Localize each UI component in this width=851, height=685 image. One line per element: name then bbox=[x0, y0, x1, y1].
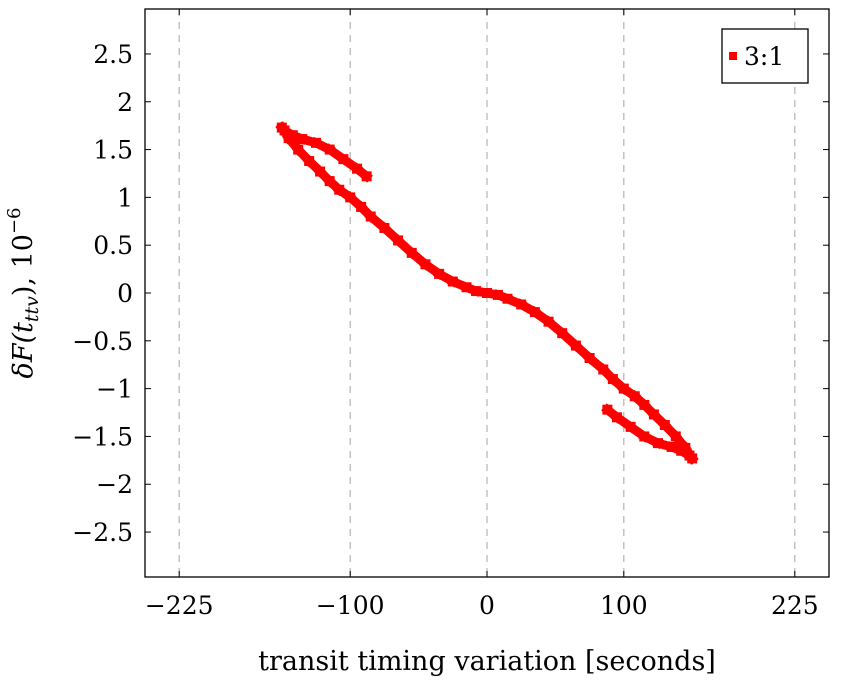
grid-lines bbox=[178, 9, 796, 577]
data-point bbox=[447, 276, 458, 287]
y-tick-label: −2 bbox=[96, 470, 133, 499]
data-point bbox=[361, 171, 372, 182]
data-point bbox=[461, 282, 472, 293]
data-point bbox=[684, 450, 695, 461]
data-point bbox=[324, 144, 335, 155]
data-point bbox=[283, 133, 294, 144]
y-tick-label: 2.5 bbox=[93, 40, 133, 69]
data-point bbox=[625, 421, 636, 432]
y-tick-label: −1.5 bbox=[72, 422, 133, 451]
data-point bbox=[379, 222, 390, 233]
data-point bbox=[492, 289, 503, 300]
y-axis-title-close: ), 10 bbox=[8, 234, 39, 296]
data-point bbox=[618, 383, 629, 394]
data-point bbox=[666, 441, 677, 452]
data-point bbox=[304, 156, 315, 167]
y-tick-label: 2 bbox=[117, 88, 133, 117]
y-axis-title-exponent: −6 bbox=[4, 208, 25, 235]
data-point bbox=[653, 438, 663, 449]
y-axis-title: δF(tttv), 10−6 bbox=[4, 208, 43, 379]
y-tick-label: 0 bbox=[117, 279, 133, 308]
data-point bbox=[648, 409, 659, 420]
data-point bbox=[471, 286, 482, 297]
data-point bbox=[315, 166, 326, 177]
data-point bbox=[276, 122, 287, 133]
data-point bbox=[502, 293, 513, 304]
data-point bbox=[516, 299, 527, 310]
legend: 3:1 bbox=[721, 28, 809, 84]
y-tick-label: −0.5 bbox=[72, 327, 133, 356]
x-axis-title: transit timing variation [seconds] bbox=[258, 646, 716, 677]
data-point bbox=[434, 268, 445, 279]
data-point bbox=[293, 144, 304, 155]
data-point bbox=[670, 431, 681, 442]
y-tick-label: 1 bbox=[117, 183, 133, 212]
data-point bbox=[482, 288, 492, 298]
data-point bbox=[529, 307, 540, 318]
x-tick-label: −225 bbox=[145, 591, 214, 620]
legend-label: 3:1 bbox=[744, 42, 784, 71]
y-tick-label: −2.5 bbox=[72, 518, 133, 547]
tick-marks bbox=[145, 9, 829, 577]
data-point bbox=[543, 316, 554, 327]
data-point bbox=[639, 431, 650, 442]
data-point bbox=[393, 235, 404, 246]
legend-marker bbox=[729, 52, 737, 60]
data-point bbox=[352, 163, 363, 174]
data-point bbox=[356, 201, 367, 212]
y-tick-labels: −2.5 −2 −1.5 −1 −0.5 0 0.5 1 1.5 2 2.5 bbox=[72, 40, 133, 547]
data-point bbox=[659, 419, 670, 430]
data-point bbox=[602, 404, 613, 415]
data-point bbox=[297, 134, 308, 145]
x-tick-label: 225 bbox=[771, 591, 819, 620]
y-axis-title-main: δF(t bbox=[8, 322, 39, 379]
x-tick-labels: −225 −100 0 100 225 bbox=[145, 591, 819, 620]
data-point bbox=[311, 137, 321, 148]
data-series bbox=[275, 121, 699, 465]
data-point bbox=[598, 364, 609, 375]
data-point bbox=[406, 247, 417, 258]
data-point bbox=[611, 412, 622, 423]
y-tick-label: −1 bbox=[96, 375, 133, 404]
y-tick-label: 0.5 bbox=[93, 231, 133, 260]
x-tick-label: 100 bbox=[600, 591, 648, 620]
data-point bbox=[338, 154, 349, 165]
x-tick-label: 0 bbox=[479, 591, 495, 620]
data-point bbox=[607, 374, 618, 385]
data-point bbox=[324, 176, 335, 187]
data-point bbox=[334, 184, 345, 195]
data-point bbox=[629, 391, 640, 402]
data-point bbox=[639, 399, 650, 410]
data-point bbox=[365, 211, 376, 222]
y-tick-label: 1.5 bbox=[93, 136, 133, 165]
data-point bbox=[557, 328, 568, 339]
y-axis-title-subscript: ttv bbox=[21, 296, 43, 322]
data-point bbox=[345, 192, 356, 203]
data-point bbox=[676, 445, 687, 456]
data-point bbox=[584, 353, 595, 364]
data-point bbox=[570, 340, 581, 351]
data-point bbox=[420, 259, 431, 270]
x-tick-label: −100 bbox=[316, 591, 385, 620]
